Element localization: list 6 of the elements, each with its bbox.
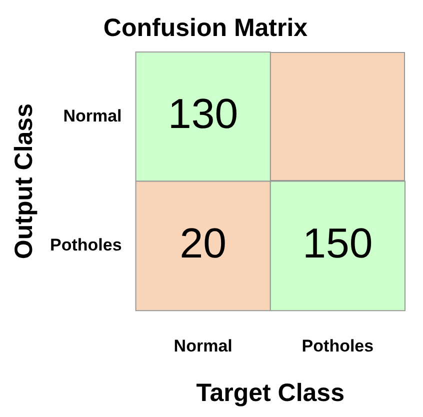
- data-label: 130: [168, 90, 238, 138]
- chart-title: Confusion Matrix: [103, 14, 308, 42]
- data-label: 150: [302, 220, 373, 267]
- y-axis-title: Output Class: [10, 104, 38, 260]
- x-axis-title: Target Class: [196, 378, 344, 407]
- data-label: 20: [180, 220, 226, 267]
